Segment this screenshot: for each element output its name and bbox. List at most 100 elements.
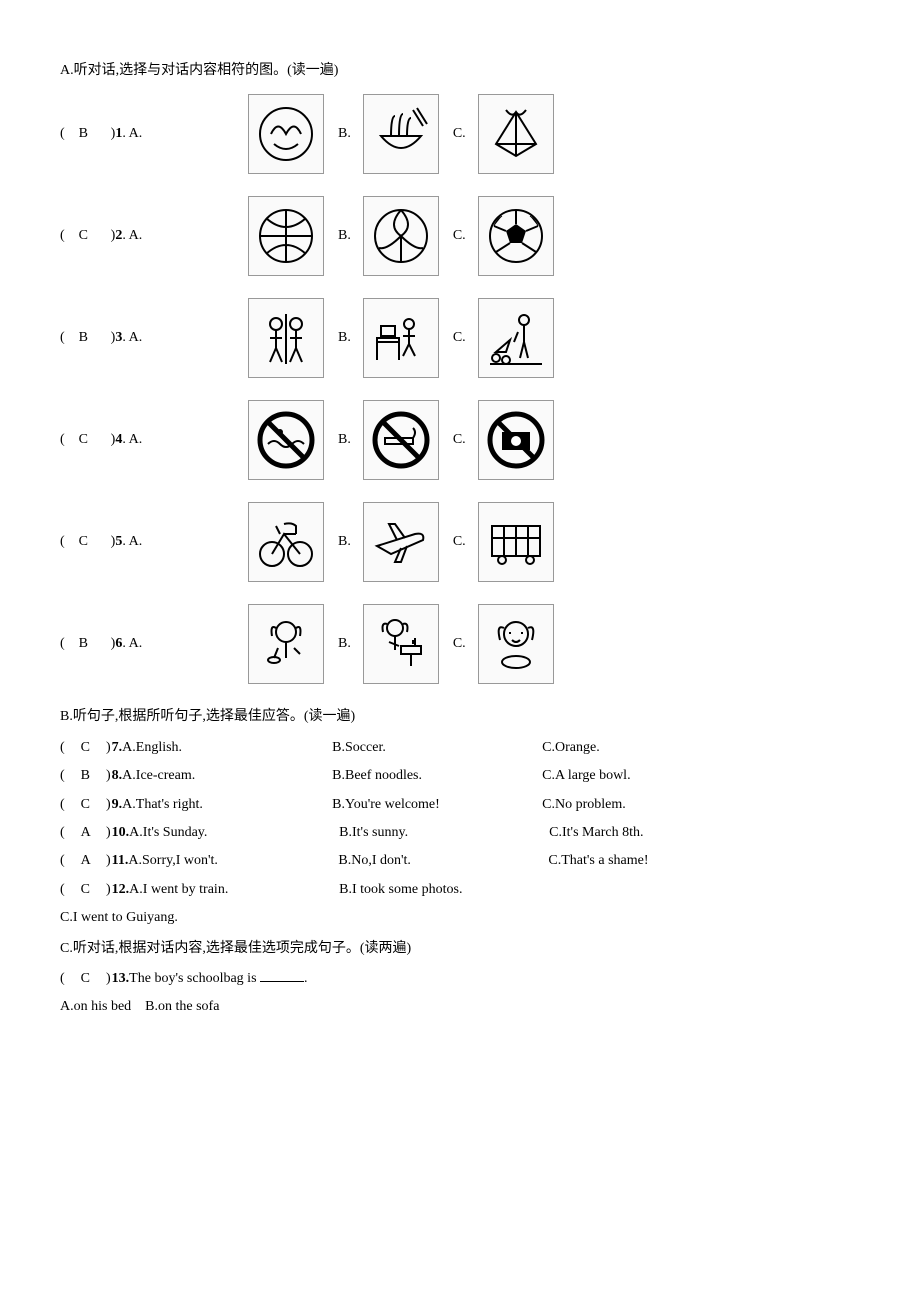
question-label: ( C )5. A. — [60, 531, 240, 553]
person-desk-icon — [363, 298, 439, 378]
option-a: A.Sorry,I won't. — [128, 850, 338, 872]
answer: C — [79, 531, 97, 553]
section-c-title: C.听对话,根据对话内容,选择最佳选项完成句子。(读两遍) — [60, 938, 860, 960]
option-letter: C. — [453, 225, 466, 247]
question-number: 9. — [112, 797, 123, 812]
option-a: A.on his bed — [60, 999, 131, 1014]
section-a-container: ( B )1. A. B. C. ( C )2. A. B. C. ( B )3. A. B.… — [60, 94, 860, 684]
blank — [260, 968, 304, 982]
answer: C — [79, 225, 97, 247]
question-number: 2 — [115, 228, 122, 243]
paren: ( C ) — [60, 797, 112, 812]
bus-icon — [478, 502, 554, 582]
paren: ( C ) — [60, 882, 112, 897]
option-a: A.I went by train. — [129, 879, 339, 901]
option-letter-a: A. — [129, 432, 143, 447]
option-letter-a: A. — [129, 126, 143, 141]
option-b: B.No,I don't. — [338, 850, 548, 872]
zongzi-icon — [478, 94, 554, 174]
kids-playing-icon — [248, 298, 324, 378]
question-label: ( B )3. A. — [60, 327, 240, 349]
answer: B — [79, 327, 97, 349]
option-letter: B. — [338, 429, 351, 451]
option-a: A.It's Sunday. — [129, 822, 339, 844]
question-number: 11. — [112, 853, 129, 868]
option-c: C.It's March 8th. — [549, 822, 643, 844]
question-number: 4 — [115, 432, 122, 447]
girl-eating-icon — [248, 604, 324, 684]
option-letter: B. — [338, 225, 351, 247]
text-question-line: ( C )7.A.English.B.Soccer.C.Orange. — [60, 737, 860, 759]
question-label: ( C )4. A. — [60, 429, 240, 451]
question-number: 10. — [112, 825, 130, 840]
section-b-container: ( C )7.A.English.B.Soccer.C.Orange. ( B )… — [60, 737, 860, 930]
option-a: A.That's right. — [122, 794, 332, 816]
question-number: 13. — [112, 971, 130, 986]
option-letter: B. — [338, 327, 351, 349]
option-b: B.It's sunny. — [339, 822, 549, 844]
option-c: C.That's a shame! — [548, 850, 648, 872]
option-c: C.Orange. — [542, 737, 600, 759]
no-swimming-icon — [248, 400, 324, 480]
answer: C — [79, 429, 97, 451]
basketball-icon — [248, 196, 324, 276]
option-a: A.Ice-cream. — [122, 765, 332, 787]
paren: ( C ) — [60, 971, 112, 986]
option-b: B.on the sofa — [145, 999, 219, 1014]
option-letter: B. — [338, 633, 351, 655]
option-letter-a: A. — [129, 636, 143, 651]
stem-tail: . — [304, 971, 308, 986]
bicycle-icon — [248, 502, 324, 582]
option-letter: C. — [453, 429, 466, 451]
fruit-plate-icon — [248, 94, 324, 174]
question-number: 12. — [112, 882, 130, 897]
question-number: 6 — [115, 636, 122, 651]
option-letter: C. — [453, 327, 466, 349]
option-letter-a: A. — [129, 534, 143, 549]
question-number: 5 — [115, 534, 122, 549]
girl-washing-icon — [363, 604, 439, 684]
question-label: ( C )2. A. — [60, 225, 240, 247]
section-b-title: B.听句子,根据所听句子,选择最佳应答。(读一遍) — [60, 706, 860, 728]
question-number: 1 — [115, 126, 122, 141]
no-smoking-icon — [363, 400, 439, 480]
option-b: B.You're welcome! — [332, 794, 542, 816]
option-letter: C. — [453, 123, 466, 145]
paren: ( B ) — [60, 768, 112, 783]
girl-face-icon — [478, 604, 554, 684]
airplane-icon — [363, 502, 439, 582]
section-a-title: A.听对话,选择与对话内容相符的图。(读一遍) — [60, 60, 860, 82]
text-question-line: ( A )11.A.Sorry,I won't.B.No,I don't.C.T… — [60, 850, 860, 872]
volleyball-icon — [363, 196, 439, 276]
question-row: ( C )4. A. B. C. — [60, 400, 860, 480]
soccer-ball-icon — [478, 196, 554, 276]
question-row: ( C )5. A. B. C. — [60, 502, 860, 582]
paren: ( C ) — [60, 740, 112, 755]
option-c: C.I went to Guiyang. — [60, 907, 860, 929]
section-c-container: ( C )13.The boy's schoolbag is . A.on his… — [60, 968, 860, 1019]
option-letter: C. — [453, 633, 466, 655]
question-row: ( B )6. A. B. C. — [60, 604, 860, 684]
question-row: ( C )2. A. B. C. — [60, 196, 860, 276]
stem: The boy's schoolbag is — [129, 971, 260, 986]
option-letter-a: A. — [129, 228, 143, 243]
text-question-line: ( C )12.A.I went by train.B.I took some … — [60, 879, 860, 901]
question-label: ( B )6. A. — [60, 633, 240, 655]
paren: ( A ) — [60, 853, 112, 868]
option-letter: C. — [453, 531, 466, 553]
text-question-line: ( C )13.The boy's schoolbag is . — [60, 968, 860, 990]
answer: B — [79, 633, 97, 655]
no-photo-icon — [478, 400, 554, 480]
noodles-bowl-icon — [363, 94, 439, 174]
option-letter: B. — [338, 531, 351, 553]
question-label: ( B )1. A. — [60, 123, 240, 145]
options-line: A.on his bed B.on the sofa — [60, 996, 860, 1018]
question-number: 7. — [112, 740, 123, 755]
water-flowers-icon — [478, 298, 554, 378]
option-c: C.No problem. — [542, 794, 626, 816]
question-number: 3 — [115, 330, 122, 345]
option-b: B.Soccer. — [332, 737, 542, 759]
option-c: C.A large bowl. — [542, 765, 630, 787]
option-letter: B. — [338, 123, 351, 145]
option-letter-a: A. — [129, 330, 143, 345]
